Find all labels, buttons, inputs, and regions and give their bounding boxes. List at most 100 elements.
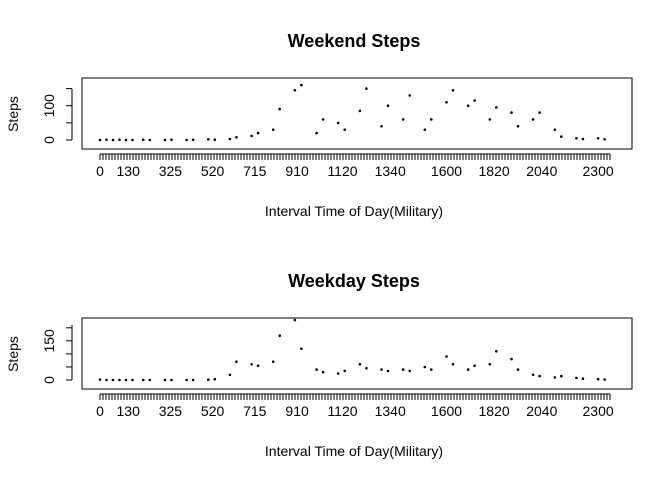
x-tick-label: 2040 xyxy=(526,163,557,179)
data-point xyxy=(401,368,405,371)
x-tick-label: 715 xyxy=(243,403,267,419)
data-point xyxy=(315,368,318,371)
data-point xyxy=(560,135,563,138)
chart-title: Weekend Steps xyxy=(288,31,421,51)
x-tick-label: 325 xyxy=(159,163,183,179)
x-tick-label: 1120 xyxy=(327,403,357,419)
x-tick-label: 910 xyxy=(285,163,309,179)
data-point xyxy=(142,138,145,141)
data-point xyxy=(365,367,368,370)
data-point xyxy=(300,347,303,351)
data-point xyxy=(603,138,606,141)
y-axis-label: Steps xyxy=(5,336,21,372)
data-point xyxy=(228,137,232,141)
data-point xyxy=(423,128,427,131)
data-point xyxy=(358,109,362,113)
chart-panel-weekend: Weekend Steps 0 100 0 130 325 520 715 910 1120 1… xyxy=(5,31,633,219)
x-tick-label: 1340 xyxy=(375,163,406,179)
data-point xyxy=(271,360,275,364)
data-point xyxy=(451,363,455,366)
data-point xyxy=(575,376,578,380)
plot-frame xyxy=(81,317,633,390)
data-point xyxy=(293,89,297,92)
data-point xyxy=(343,128,347,131)
data-point xyxy=(336,121,340,125)
data-point xyxy=(380,368,383,371)
y-tick-label: 0 xyxy=(41,376,57,384)
y-ticks: 0 100 xyxy=(41,88,72,144)
data-point xyxy=(488,118,492,121)
data-point xyxy=(596,137,600,140)
data-point xyxy=(213,377,217,381)
data-point xyxy=(358,363,362,366)
data-point xyxy=(553,376,557,379)
data-point xyxy=(191,378,195,382)
data-point xyxy=(105,378,108,382)
data-point xyxy=(510,111,513,114)
data-point xyxy=(466,368,470,371)
data-point xyxy=(278,334,282,338)
x-tick-label: 1600 xyxy=(431,163,462,179)
x-tick-label: 130 xyxy=(117,163,141,179)
data-point xyxy=(131,138,134,142)
data-point xyxy=(250,363,253,366)
data-point xyxy=(510,357,513,361)
data-point xyxy=(445,355,448,358)
x-tick-label: 520 xyxy=(201,403,225,419)
x-tick-label: 1120 xyxy=(327,163,357,179)
x-tick-label: 715 xyxy=(243,163,267,179)
data-point xyxy=(118,378,121,382)
data-point xyxy=(271,128,275,131)
y-tick-label: 100 xyxy=(41,94,57,118)
data-point xyxy=(235,136,238,139)
data-point xyxy=(386,369,390,373)
data-point xyxy=(98,138,102,142)
data-point xyxy=(293,318,297,322)
data-point xyxy=(466,104,470,107)
x-tick-label: 1820 xyxy=(479,163,510,179)
data-point xyxy=(170,138,173,141)
data-point xyxy=(213,138,217,141)
data-point xyxy=(191,138,195,141)
data-point xyxy=(185,138,188,142)
data-point xyxy=(423,365,427,369)
data-point xyxy=(131,378,134,382)
x-tick-label: 1340 xyxy=(375,403,406,419)
data-point xyxy=(256,364,260,368)
data-point xyxy=(207,378,210,382)
data-point xyxy=(365,87,368,90)
x-axis-label: Interval Time of Day(Military) xyxy=(265,443,443,459)
x-tick-label: 910 xyxy=(285,403,309,419)
data-point xyxy=(336,372,340,375)
data-point xyxy=(495,350,498,353)
y-tick-label: 0 xyxy=(41,136,57,144)
data-point xyxy=(553,128,557,131)
data-point xyxy=(185,378,188,382)
data-point xyxy=(300,83,303,87)
data-point xyxy=(488,363,492,366)
y-axis-label: Steps xyxy=(5,96,21,132)
chart-panel-weekday: Weekday Steps 0 150 0 130 325 520 715 910 1120 1… xyxy=(5,271,633,459)
data-point xyxy=(380,125,383,128)
scatter-points xyxy=(98,83,606,142)
data-point xyxy=(315,131,318,135)
scatter-points xyxy=(98,318,606,382)
x-axis-label: Interval Time of Day(Military) xyxy=(265,203,443,219)
data-point xyxy=(207,138,210,141)
x-ticks: 0 130 325 520 715 910 1120 1340 1600 1820 2040 2300 xyxy=(96,393,614,419)
chart-title: Weekday Steps xyxy=(288,271,420,291)
y-ticks: 0 150 xyxy=(41,327,72,384)
x-tick-label: 2300 xyxy=(583,403,614,419)
data-point xyxy=(445,101,448,104)
x-tick-label: 325 xyxy=(159,403,183,419)
x-tick-label: 0 xyxy=(96,403,104,419)
data-point xyxy=(516,368,520,371)
x-tick-label: 130 xyxy=(117,403,141,419)
x-tick-label: 520 xyxy=(201,163,225,179)
data-point xyxy=(256,131,260,135)
data-point xyxy=(148,138,152,142)
y-tick-label: 150 xyxy=(41,329,57,353)
data-point xyxy=(343,369,347,373)
data-point xyxy=(495,106,498,109)
